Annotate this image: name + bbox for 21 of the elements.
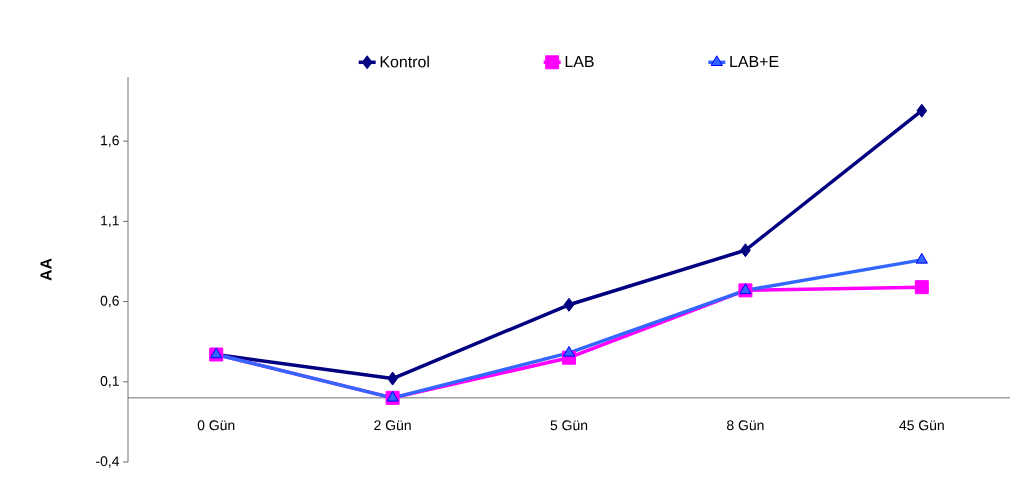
- point: [915, 252, 928, 264]
- y-tick-label: 0,6: [100, 295, 119, 308]
- y-tick-label: 1,6: [101, 135, 119, 147]
- y-tick-label: 0,1: [100, 376, 119, 388]
- x-tick-label: 2 Gün: [374, 420, 411, 431]
- y-axis-title: AA: [40, 258, 52, 281]
- x-tick-label: 0 Gün: [197, 420, 235, 431]
- point: [914, 280, 929, 295]
- y-tick-label: 1,1: [101, 215, 119, 228]
- legend-label: LAB: [565, 56, 594, 68]
- x-tick-label: 5 Gün: [550, 420, 588, 431]
- point: [916, 103, 928, 118]
- y-tick-label: -0,4: [96, 456, 120, 468]
- point: [387, 371, 398, 386]
- point: [562, 345, 576, 357]
- legend-label: LAB+E: [730, 56, 779, 68]
- legend-label: Kontrol: [380, 55, 429, 68]
- point: [740, 243, 751, 258]
- x-tick-label: 45 Gün: [899, 420, 944, 431]
- point: [563, 297, 575, 312]
- x-tick-label: 8 Gün: [727, 420, 764, 431]
